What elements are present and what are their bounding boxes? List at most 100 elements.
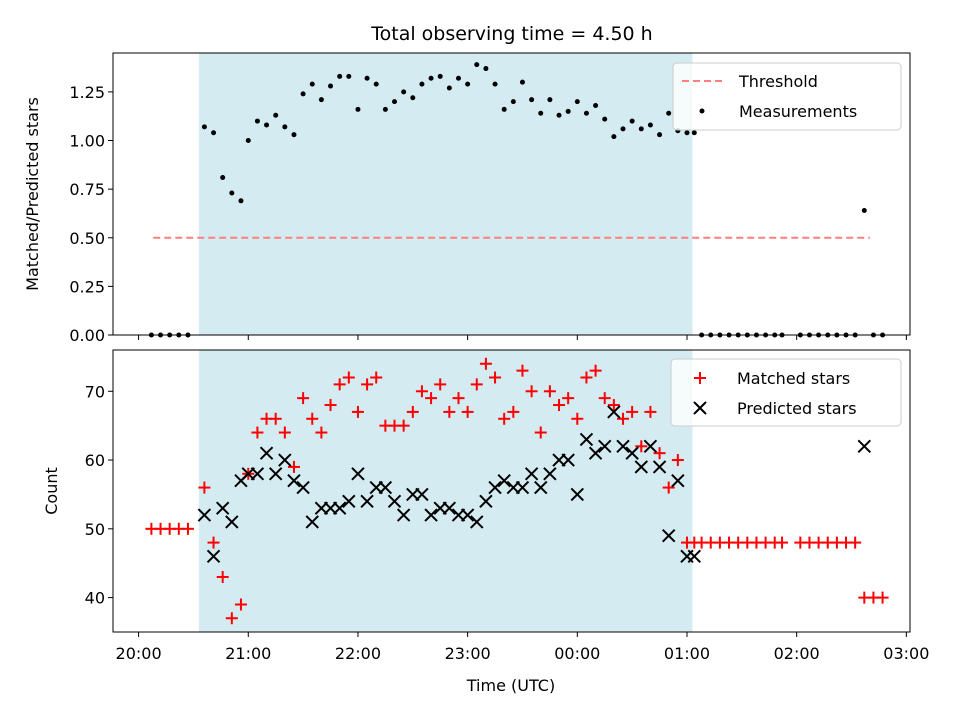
matched-stars-point xyxy=(397,419,410,432)
y-ticks-top: 0.00 0.25 0.50 0.75 1.00 1.25 xyxy=(69,83,113,345)
matched-stars-point xyxy=(225,612,238,625)
predicted-stars-point xyxy=(515,480,530,495)
legend-threshold-label: Threshold xyxy=(738,72,818,91)
measurements-point xyxy=(245,138,251,144)
measurements-point xyxy=(346,73,352,79)
measurements-point xyxy=(611,134,617,140)
measurements-point xyxy=(328,83,334,89)
matched-stars-point xyxy=(297,392,310,405)
predicted-stars-point xyxy=(534,480,548,495)
panel-counts: 40 50 60 70 20:00 21:00 22:00 23:00 00:00 01:00 0… xyxy=(42,349,929,695)
measurements-point xyxy=(309,81,315,87)
y-tick-label: 40 xyxy=(85,589,105,608)
y-ticks-bottom: 40 50 60 70 xyxy=(85,382,113,608)
y-tick-label: 70 xyxy=(85,382,105,401)
matched-stars-point xyxy=(370,371,383,384)
matched-stars-point xyxy=(234,598,247,611)
measurements-point xyxy=(556,112,562,118)
measurements-point xyxy=(201,124,207,130)
measurements-point xyxy=(428,75,434,81)
predicted-stars-point xyxy=(387,494,402,509)
matched-stars-point xyxy=(489,371,502,384)
measurements-point xyxy=(465,81,471,87)
matched-stars-point xyxy=(626,405,639,418)
x-ticks-bottom: 20:00 21:00 22:00 23:00 00:00 01:00 02:00 03:00 xyxy=(116,632,929,663)
measurements-point xyxy=(282,124,288,130)
x-tick-label: 00:00 xyxy=(554,644,600,663)
measurements-point xyxy=(211,130,217,136)
legend-box-bottom xyxy=(670,358,902,427)
matched-stars-point xyxy=(278,426,291,439)
measurements-point xyxy=(238,198,244,204)
figure-title: Total observing time = 4.50 h xyxy=(370,23,652,45)
measurements-point xyxy=(355,106,361,112)
y-tick-label: 0.00 xyxy=(69,326,105,345)
x-tick-label: 20:00 xyxy=(116,644,162,663)
x-tick-label: 03:00 xyxy=(883,644,929,663)
matched-stars-point xyxy=(849,536,862,549)
matched-stars-point xyxy=(406,405,419,418)
y-tick-label: 0.50 xyxy=(69,229,105,248)
predicted-stars-point xyxy=(497,473,511,488)
y-axis-label-top: Matched/Predicted stars xyxy=(23,97,42,291)
matched-stars-point xyxy=(776,536,789,549)
matched-stars-point xyxy=(507,405,520,418)
matched-stars-point xyxy=(635,440,648,453)
predicted-stars-point xyxy=(543,467,557,481)
measurements-point xyxy=(474,62,480,68)
matched-stars-point xyxy=(580,371,593,384)
matched-stars-point xyxy=(589,364,602,377)
legend-bottom: Matched stars Predicted stars xyxy=(670,358,902,427)
predicted-stars-point xyxy=(857,439,872,453)
predicted-stars-point xyxy=(215,501,230,515)
predicted-stars-point xyxy=(470,515,484,529)
predicted-stars-point xyxy=(396,508,411,522)
measurements-point xyxy=(273,112,279,118)
predicted-stars-point xyxy=(351,467,365,481)
measurements-point xyxy=(492,81,498,87)
measurements-point xyxy=(565,108,571,114)
matched-stars-point xyxy=(653,447,666,460)
legend-matched-label: Matched stars xyxy=(737,369,850,388)
legend-predicted-label: Predicted stars xyxy=(737,399,857,418)
measurements-point xyxy=(337,73,343,79)
predicted-stars-point xyxy=(488,480,502,495)
measurements-point xyxy=(455,75,461,81)
matched-stars-point xyxy=(571,412,584,425)
predicted-stars-point xyxy=(278,453,292,467)
measurements-point xyxy=(574,99,580,105)
predicted-stars-point xyxy=(479,494,493,509)
measurements-point xyxy=(382,106,388,112)
predicted-stars-point xyxy=(360,494,374,509)
matched-stars-point xyxy=(415,385,428,398)
matched-stars-point xyxy=(342,371,355,384)
matched-stars-point xyxy=(351,405,364,418)
measurements-point xyxy=(229,190,235,196)
predicted-stars-point xyxy=(643,439,658,453)
predicted-stars-point xyxy=(424,508,438,522)
predicted-stars-point xyxy=(634,460,648,474)
measurements-point xyxy=(691,130,697,136)
matched-stars-point xyxy=(607,399,620,412)
measurements-point xyxy=(684,130,690,136)
matched-stars-point xyxy=(479,357,492,370)
matched-stars-point xyxy=(562,392,575,405)
predicted-stars-point xyxy=(250,467,265,481)
measurements-point xyxy=(620,126,626,132)
legend-measurements-swatch xyxy=(699,108,705,114)
matched-stars-point xyxy=(361,378,374,391)
count-points xyxy=(145,357,889,625)
matched-stars-point xyxy=(333,378,346,391)
predicted-stars-point xyxy=(197,508,212,522)
predicted-stars-point xyxy=(415,487,429,502)
measurements-point xyxy=(666,110,672,116)
y-tick-label: 1.25 xyxy=(69,83,105,102)
matched-stars-point xyxy=(543,385,556,398)
measurements-point xyxy=(629,118,635,124)
predicted-stars-point xyxy=(561,453,575,467)
axes-frame-bottom xyxy=(112,349,911,633)
predicted-stars-point xyxy=(342,494,356,509)
matched-stars-point xyxy=(470,378,483,391)
predicted-stars-point xyxy=(296,480,310,495)
